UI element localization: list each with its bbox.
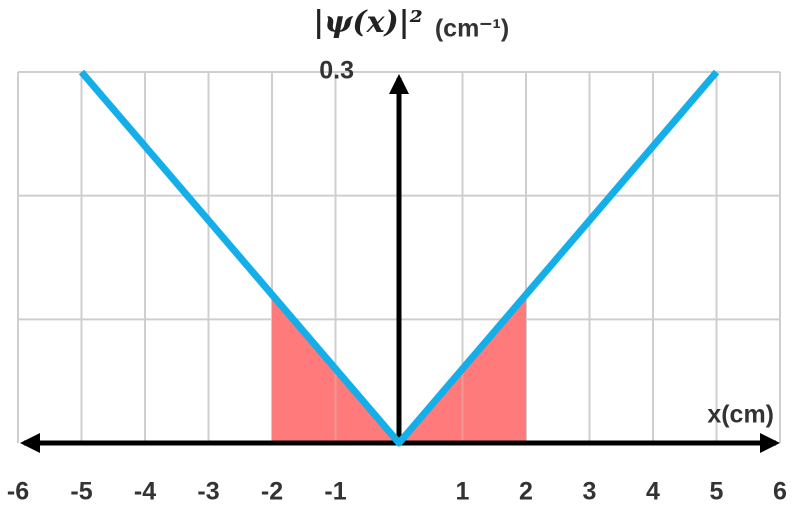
x-axis-label: x(cm)	[707, 401, 774, 429]
x-tick-label: 2	[519, 478, 533, 506]
y-tick-label: 0.3	[319, 57, 354, 85]
shaded-area	[272, 294, 526, 443]
x-tick-label: -1	[324, 478, 346, 506]
x-tick-label: 6	[773, 478, 787, 506]
y-axis-label: |ψ(x)|²	[313, 5, 422, 40]
x-tick-label: -2	[261, 478, 283, 506]
x-tick-label: -3	[197, 478, 219, 506]
x-tick-label: 4	[646, 478, 660, 506]
x-tick-label: -4	[134, 478, 156, 506]
x-tick-label: 1	[456, 478, 470, 506]
x-tick-label: -6	[7, 478, 29, 506]
x-tick-label: -5	[70, 478, 92, 506]
x-tick-label: 3	[583, 478, 597, 506]
y-axis-unit: (cm⁻¹)	[435, 15, 509, 43]
data-line	[78, 69, 720, 447]
x-tick-label: 5	[710, 478, 724, 506]
